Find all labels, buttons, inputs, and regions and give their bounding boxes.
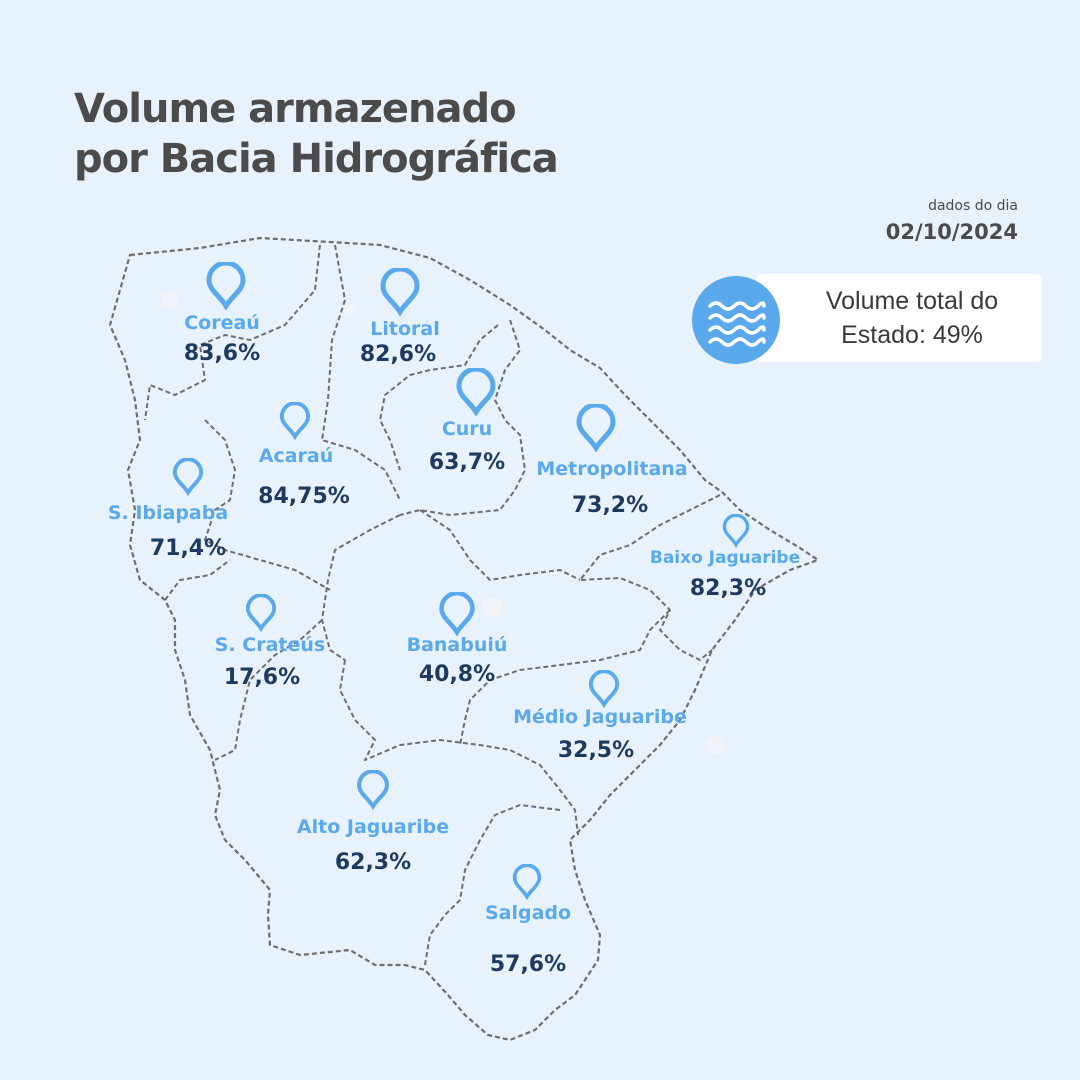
water-waves-icon — [692, 276, 780, 364]
location-pin-icon — [722, 514, 750, 548]
state-total-card: Volume total do Estado: 49% — [756, 274, 1042, 362]
location-pin-icon — [512, 864, 542, 900]
location-pin-icon — [206, 262, 246, 310]
basin-name-metropolitana: Metropolitana — [536, 458, 688, 480]
page-title: Volume armazenado por Bacia Hidrográfica — [74, 84, 559, 184]
basin-value-baixo-jaguaribe: 82,3% — [689, 576, 767, 601]
basin-name-curu: Curu — [441, 418, 493, 440]
state-total-text: Volume total do Estado: 49% — [792, 284, 1032, 352]
basin-value-curu: 63,7% — [428, 450, 506, 475]
basin-value-acarau: 84,75% — [258, 484, 350, 509]
basin-name-s-crateus: S. Crateús — [214, 634, 326, 656]
basin-value-metropolitana: 73,2% — [571, 493, 649, 518]
basin-name-alto-jaguaribe: Alto Jaguaribe — [296, 816, 450, 838]
state-total-line-1: Volume total do — [825, 287, 999, 315]
state-total-line-2: Estado: 49% — [841, 321, 983, 349]
basin-value-s-ibiapaba: 71,4% — [149, 536, 227, 561]
basin-name-medio-jaguaribe: Médio Jaguaribe — [513, 706, 687, 728]
basin-value-medio-jaguaribe: 32,5% — [557, 738, 635, 763]
basin-name-litoral: Litoral — [370, 318, 440, 340]
location-pin-icon — [456, 368, 496, 416]
city-dots — [162, 292, 724, 754]
title-line-1: Volume armazenado — [74, 86, 517, 132]
date-caption: dados do dia — [928, 198, 1018, 214]
basin-name-salgado: Salgado — [484, 902, 572, 924]
location-pin-icon — [357, 770, 389, 810]
basin-name-coreau: Coreaú — [184, 312, 260, 334]
basin-value-coreau: 83,6% — [183, 341, 261, 366]
basin-value-banabuiu: 40,8% — [418, 662, 496, 687]
location-pin-icon — [172, 458, 204, 496]
basin-borders — [144, 244, 721, 966]
title-line-2: por Bacia Hidrográfica — [74, 136, 559, 182]
basin-value-litoral: 82,6% — [359, 342, 437, 367]
water-waves-icon-graphic — [708, 301, 766, 347]
location-pin-icon — [576, 404, 616, 452]
location-pin-icon — [245, 594, 277, 632]
location-pin-icon — [439, 592, 475, 636]
location-pin-icon — [279, 402, 311, 440]
location-pin-icon — [588, 670, 620, 708]
date-block: dados do dia 02/10/2024 — [886, 198, 1018, 244]
basin-value-alto-jaguaribe: 62,3% — [334, 850, 412, 875]
basin-name-banabuiu: Banabuiú — [406, 634, 508, 656]
state-outline — [108, 236, 820, 1042]
location-pin-icon — [380, 268, 420, 316]
basin-value-s-crateus: 17,6% — [223, 665, 301, 690]
basin-name-s-ibiapaba: S. Ibiapaba — [107, 502, 229, 524]
basin-name-acarau: Acaraú — [258, 445, 334, 467]
basin-value-salgado: 57,6% — [489, 952, 567, 977]
date-value: 02/10/2024 — [885, 220, 1018, 244]
basin-name-baixo-jaguaribe: Baixo Jaguaribe — [649, 548, 801, 568]
